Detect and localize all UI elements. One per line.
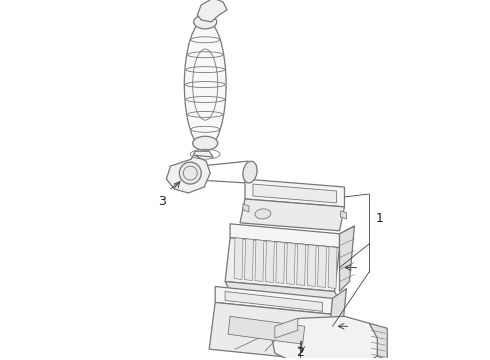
Ellipse shape [179,162,201,184]
Polygon shape [275,318,298,338]
Polygon shape [234,238,243,279]
Text: 2: 2 [296,346,304,359]
Polygon shape [225,292,322,311]
Polygon shape [326,288,346,360]
Ellipse shape [243,161,257,183]
Polygon shape [286,243,295,284]
Polygon shape [341,211,346,219]
Text: 1: 1 [375,212,383,225]
Polygon shape [197,0,227,22]
Ellipse shape [255,209,271,219]
Polygon shape [245,179,344,207]
Polygon shape [209,302,333,360]
Polygon shape [240,199,344,231]
Polygon shape [270,316,379,360]
Polygon shape [253,184,337,203]
Ellipse shape [194,15,217,29]
Polygon shape [340,226,354,292]
Polygon shape [369,323,387,360]
Polygon shape [255,240,264,282]
Polygon shape [328,247,337,288]
Polygon shape [225,238,340,292]
Ellipse shape [184,20,226,149]
Ellipse shape [193,136,218,150]
Polygon shape [297,244,306,285]
Polygon shape [245,239,253,280]
Polygon shape [228,316,305,344]
Polygon shape [225,282,340,301]
Polygon shape [318,246,326,288]
Polygon shape [243,204,249,212]
Polygon shape [167,151,213,193]
Polygon shape [276,242,285,284]
Polygon shape [230,224,340,248]
Polygon shape [215,287,333,314]
Text: 3: 3 [158,195,167,208]
Polygon shape [266,241,274,283]
Polygon shape [307,245,316,287]
